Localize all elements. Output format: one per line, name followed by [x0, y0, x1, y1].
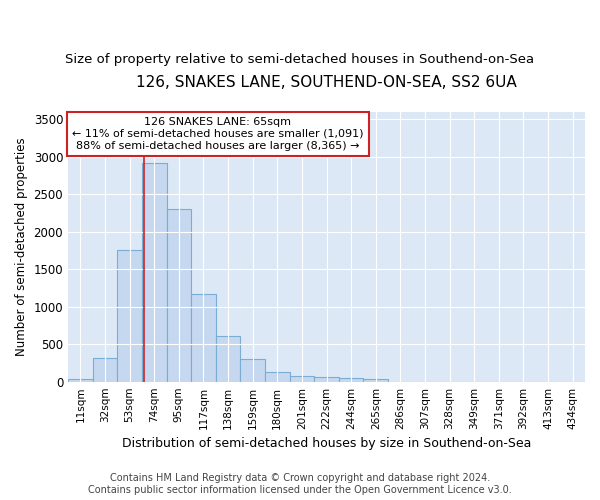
Bar	[167, 210, 191, 382]
Bar	[117, 250, 142, 382]
Bar	[216, 336, 241, 382]
Y-axis label: Number of semi-detached properties: Number of semi-detached properties	[15, 138, 28, 356]
Text: Size of property relative to semi-detached houses in Southend-on-Sea: Size of property relative to semi-detach…	[65, 52, 535, 66]
Bar	[68, 380, 92, 382]
Bar	[314, 377, 339, 382]
Bar	[290, 376, 314, 382]
Title: 126, SNAKES LANE, SOUTHEND-ON-SEA, SS2 6UA: 126, SNAKES LANE, SOUTHEND-ON-SEA, SS2 6…	[136, 75, 517, 90]
Bar	[364, 380, 388, 382]
Bar	[92, 358, 117, 382]
Bar	[339, 378, 364, 382]
Bar	[191, 294, 216, 382]
X-axis label: Distribution of semi-detached houses by size in Southend-on-Sea: Distribution of semi-detached houses by …	[122, 437, 531, 450]
Text: 126 SNAKES LANE: 65sqm
← 11% of semi-detached houses are smaller (1,091)
88% of : 126 SNAKES LANE: 65sqm ← 11% of semi-det…	[72, 118, 364, 150]
Text: Contains HM Land Registry data © Crown copyright and database right 2024.
Contai: Contains HM Land Registry data © Crown c…	[88, 474, 512, 495]
Bar	[265, 372, 290, 382]
Bar	[142, 163, 167, 382]
Bar	[241, 359, 265, 382]
